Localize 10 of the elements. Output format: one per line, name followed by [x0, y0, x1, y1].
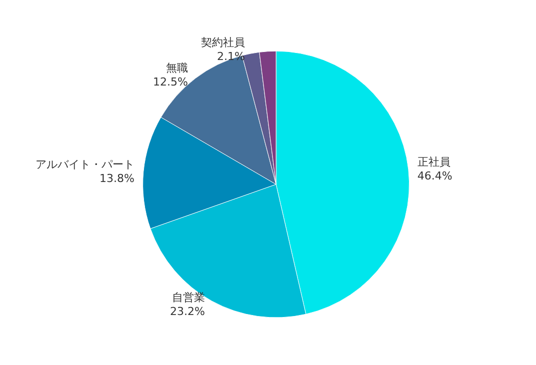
slice-label: 契約社員: [200, 36, 245, 50]
data-label: 23.2%: [170, 305, 205, 318]
data-label: 2.1%: [216, 50, 245, 64]
slice-label: 自営業: [172, 291, 205, 304]
slice-label: 正社員: [417, 155, 450, 168]
data-label: 13.8%: [99, 172, 134, 185]
slice-label: 無職: [166, 62, 188, 75]
data-label: 12.5%: [153, 76, 188, 89]
slice-label: アルバイト・パート: [35, 158, 134, 171]
data-label: 46.4%: [417, 169, 452, 182]
